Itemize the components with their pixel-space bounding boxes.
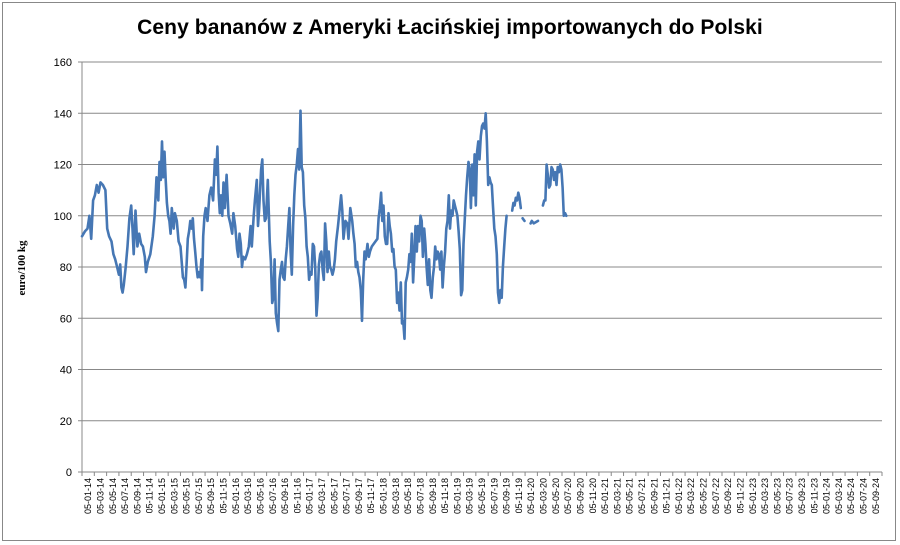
y-tick-label: 20 xyxy=(60,416,72,428)
x-tick-label: 05-07-20 xyxy=(563,478,573,514)
x-tick-label: 05-03-24 xyxy=(834,478,844,514)
x-tick-label: 05-05-23 xyxy=(772,478,782,514)
y-tick-label: 80 xyxy=(60,262,72,274)
x-tick-label: 05-05-17 xyxy=(329,478,339,514)
x-tick-label: 05-03-16 xyxy=(243,478,253,514)
y-tick-labels: 0 20 40 60 80 100 120 140 160 xyxy=(54,57,72,479)
series-line-segment-3 xyxy=(529,219,540,225)
x-tick-label: 05-07-23 xyxy=(785,478,795,514)
x-tick-label: 05-07-19 xyxy=(489,478,499,514)
x-tick-label: 05-11-21 xyxy=(662,478,672,513)
x-tick-label: 05-11-14 xyxy=(145,478,155,513)
x-tick-label: 05-09-18 xyxy=(428,478,438,514)
x-tick-label: 05-07-21 xyxy=(637,478,647,514)
x-tick-label: 05-11-18 xyxy=(440,478,450,513)
x-tick-label: 05-09-20 xyxy=(575,478,585,514)
x-tick-label: 05-01-19 xyxy=(452,478,462,514)
y-tick-label: 140 xyxy=(54,108,72,120)
x-tick-label: 05-01-15 xyxy=(157,478,167,514)
x-tick-label: 05-03-21 xyxy=(612,478,622,514)
x-tick-label: 05-01-22 xyxy=(674,478,684,514)
x-tick-label: 05-07-16 xyxy=(268,478,278,514)
x-tick-label: 05-03-14 xyxy=(95,478,105,514)
x-tick-label: 05-01-18 xyxy=(379,478,389,514)
x-tick-label: 05-03-20 xyxy=(539,478,549,514)
x-tick-label: 05-01-23 xyxy=(748,478,758,514)
y-tick-label: 120 xyxy=(54,160,72,172)
x-tick-label: 05-01-24 xyxy=(822,478,832,514)
x-tick-label: 05-05-24 xyxy=(846,478,856,514)
x-tick-label: 05-07-17 xyxy=(342,478,352,514)
x-tick-label: 05-07-24 xyxy=(859,478,869,514)
x-tick-label: 05-05-19 xyxy=(477,478,487,514)
x-tick-label: 05-09-15 xyxy=(206,478,216,514)
x-tick-label: 05-03-17 xyxy=(317,478,327,514)
series-line-segment-1 xyxy=(510,191,523,212)
x-tick-label: 05-11-15 xyxy=(219,478,229,513)
x-tick-label: 05-07-15 xyxy=(194,478,204,514)
x-tick-label: 05-05-14 xyxy=(108,478,118,514)
x-tick-label: 05-01-14 xyxy=(83,478,93,514)
x-tick-label: 05-11-20 xyxy=(588,478,598,513)
chart-title: Ceny bananów z Ameryki Łacińskiej import… xyxy=(137,16,763,39)
x-tick-label: 05-03-18 xyxy=(391,478,401,514)
x-tick-label: 05-09-17 xyxy=(354,478,364,514)
series-line-segment-0 xyxy=(80,109,508,341)
series-line-segment-4 xyxy=(541,163,568,218)
x-tick-label: 05-09-24 xyxy=(871,478,881,514)
x-tick-label: 05-05-21 xyxy=(625,478,635,514)
y-tick-label: 40 xyxy=(60,365,72,377)
x-tick-label: 05-01-16 xyxy=(231,478,241,514)
x-tick-label: 05-05-22 xyxy=(699,478,709,514)
x-tick-label: 05-11-19 xyxy=(514,478,524,513)
x-tick-label: 05-11-16 xyxy=(292,478,302,513)
axes xyxy=(78,61,883,476)
x-tick-label: 05-01-20 xyxy=(526,478,536,514)
x-tick-label: 05-05-16 xyxy=(255,478,265,514)
x-tick-labels: 05-01-14 05-03-14 05-05-14 05-07-14 05-09-14… xyxy=(83,478,881,514)
x-tick-label: 05-11-22 xyxy=(735,478,745,513)
x-tick-label: 05-03-15 xyxy=(169,478,179,514)
x-tick-label: 05-09-21 xyxy=(649,478,659,514)
x-tick-label: 05-11-17 xyxy=(366,478,376,513)
y-tick-label: 160 xyxy=(54,57,72,69)
x-tick-label: 05-09-16 xyxy=(280,478,290,514)
x-tick-label: 05-09-22 xyxy=(723,478,733,514)
x-tick-label: 05-05-15 xyxy=(182,478,192,514)
y-tick-label: 60 xyxy=(60,313,72,325)
x-tick-label: 05-03-19 xyxy=(465,478,475,514)
x-tick-label: 05-07-14 xyxy=(120,478,130,514)
x-tick-label: 05-03-22 xyxy=(686,478,696,514)
x-tick-label: 05-07-18 xyxy=(415,478,425,514)
x-tick-label: 05-03-23 xyxy=(760,478,770,514)
x-tick-label: 05-11-23 xyxy=(809,478,819,513)
x-tick-label: 05-05-18 xyxy=(403,478,413,514)
y-tick-label: 0 xyxy=(66,467,72,479)
x-tick-label: 05-07-22 xyxy=(711,478,721,514)
x-tick-label: 05-09-14 xyxy=(132,478,142,514)
x-tick-label: 05-01-21 xyxy=(600,478,610,514)
x-tick-label: 05-09-23 xyxy=(797,478,807,514)
x-tick-label: 05-01-17 xyxy=(305,478,315,514)
series-line-segment-2 xyxy=(521,217,526,223)
x-tick-label: 05-09-19 xyxy=(502,478,512,514)
y-tick-label: 100 xyxy=(54,211,72,223)
x-tick-label: 05-05-20 xyxy=(551,478,561,514)
series-lines xyxy=(80,109,568,341)
